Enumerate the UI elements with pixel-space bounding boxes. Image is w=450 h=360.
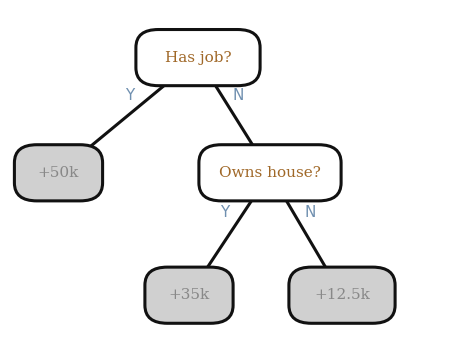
- Text: Owns house?: Owns house?: [219, 166, 321, 180]
- Text: Has job?: Has job?: [165, 51, 231, 64]
- FancyBboxPatch shape: [145, 267, 233, 323]
- Text: +50k: +50k: [38, 166, 79, 180]
- Text: Y: Y: [125, 88, 135, 103]
- Text: +12.5k: +12.5k: [314, 288, 370, 302]
- Text: N: N: [233, 88, 244, 103]
- FancyBboxPatch shape: [289, 267, 395, 323]
- FancyBboxPatch shape: [136, 30, 260, 86]
- FancyBboxPatch shape: [14, 145, 103, 201]
- Text: Y: Y: [220, 205, 229, 220]
- Text: N: N: [305, 205, 316, 220]
- Text: +35k: +35k: [168, 288, 210, 302]
- FancyBboxPatch shape: [199, 145, 341, 201]
